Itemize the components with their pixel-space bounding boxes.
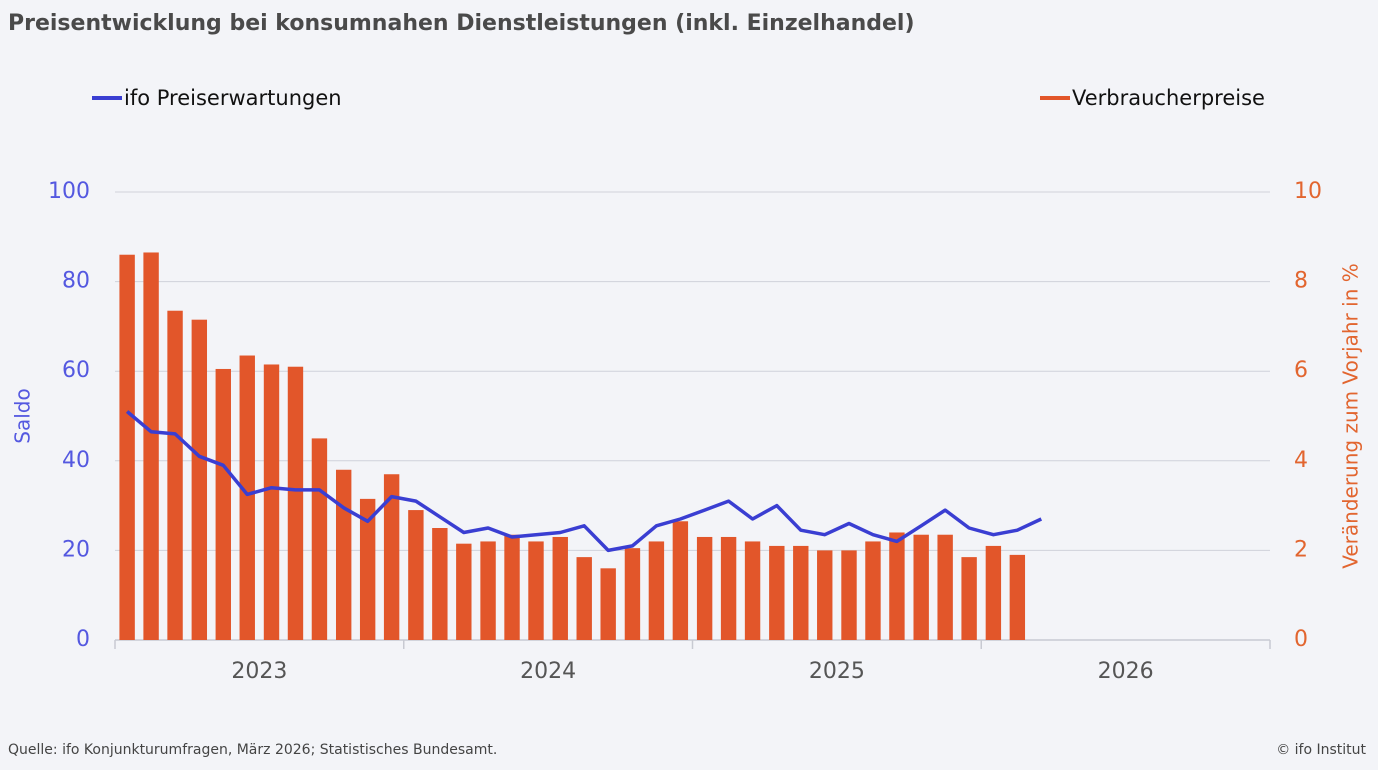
x-tick-label: 2026 [1098,659,1154,684]
y-tick-label: 20 [62,537,90,562]
bar [528,541,544,640]
y2-tick-label: 2 [1294,537,1308,562]
bar [359,498,376,640]
bar [119,254,135,640]
y2-tick-label: 8 [1294,269,1308,294]
y-tick-label: 0 [76,627,90,652]
y2-tick-label: 6 [1294,358,1308,383]
bar [720,536,737,640]
bar [456,543,472,640]
y-tick-label: 80 [62,269,90,294]
bar [215,368,231,640]
x-tick-label: 2025 [809,659,865,684]
bar [913,534,929,640]
bar [648,541,665,640]
y2-tick-label: 0 [1294,627,1308,652]
bar [263,364,280,640]
bar [865,541,881,640]
x-tick-label: 2023 [231,659,287,684]
bar [841,550,857,640]
chart-title: Preisentwicklung bei konsumnahen Dienstl… [8,11,915,36]
source: Quelle: ifo Konjunkturumfragen, März 202… [8,742,497,758]
copyright: © ifo Institut [1276,742,1366,758]
bar [239,355,255,640]
bar [624,548,641,640]
bar [504,534,520,640]
bar [985,545,1002,640]
legend-label: ifo Preiserwartungen [124,86,342,110]
bar [191,319,208,640]
bar [696,536,713,640]
y2-tick-label: 4 [1294,448,1308,473]
y2-axis-title: Veränderung zum Vorjahr in % [1339,263,1363,568]
bar [769,545,785,640]
bar [793,545,809,640]
y-tick-label: 100 [48,179,90,204]
x-tick-label: 2024 [520,659,576,684]
y-axis-title: Saldo [11,388,35,443]
bar [961,557,977,640]
legend-label: Verbraucherpreise [1072,86,1265,110]
y-tick-label: 40 [62,448,90,473]
bar [335,469,352,640]
bar [383,474,400,640]
bar [287,366,304,640]
bar [937,534,953,640]
y2-tick-label: 10 [1294,179,1322,204]
bar [600,568,616,640]
bar [889,532,905,640]
bar [480,541,496,640]
bar [167,310,183,640]
bar [672,521,689,640]
bar [576,557,592,640]
bar [143,252,159,641]
bar [1009,554,1026,640]
bar [552,536,568,640]
bar [408,510,424,640]
bar [744,541,761,640]
line [125,410,1043,553]
bar [311,438,328,640]
bar [817,550,833,640]
bar [432,528,448,640]
y-tick-label: 60 [62,358,90,383]
